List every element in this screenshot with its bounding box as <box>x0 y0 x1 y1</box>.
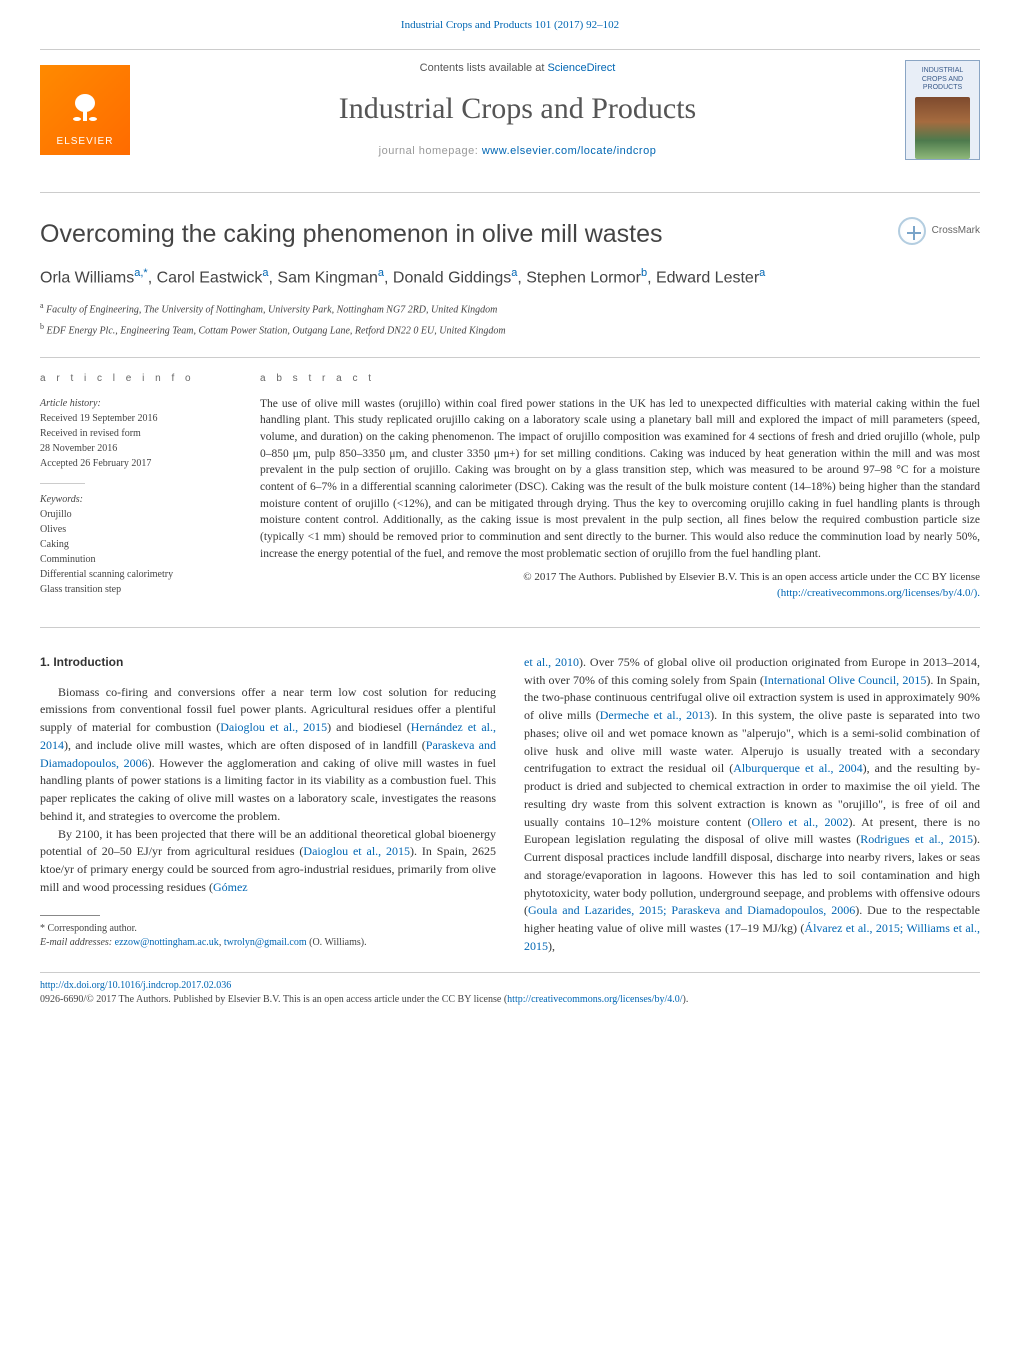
keyword: Glass transition step <box>40 582 240 597</box>
info-divider <box>40 483 85 484</box>
homepage-prefix: journal homepage: <box>379 145 482 157</box>
article-info-heading: a r t i c l e i n f o <box>40 372 240 386</box>
email-line: E-mail addresses: ezzow@nottingham.ac.uk… <box>40 936 496 950</box>
history-line: Accepted 26 February 2017 <box>40 456 240 471</box>
journal-banner: ELSEVIER Contents lists available at Sci… <box>40 49 980 170</box>
doi-link[interactable]: http://dx.doi.org/10.1016/j.indcrop.2017… <box>40 980 231 991</box>
abstract-heading: a b s t r a c t <box>260 372 980 386</box>
history-line: 28 November 2016 <box>40 441 240 456</box>
issn-copyright-line: 0926-6690/© 2017 The Authors. Published … <box>40 993 980 1007</box>
journal-name: Industrial Crops and Products <box>150 88 885 130</box>
crossmark-badge[interactable]: CrossMark <box>898 217 980 245</box>
publisher-logo-text: ELSEVIER <box>57 135 114 149</box>
cover-title: INDUSTRIAL CROPS AND PRODUCTS <box>906 67 979 92</box>
keywords-label: Keywords: <box>40 492 240 507</box>
page-footer: http://dx.doi.org/10.1016/j.indcrop.2017… <box>40 972 980 1007</box>
copyright-text: © 2017 The Authors. Published by Elsevie… <box>523 571 980 583</box>
running-head-link[interactable]: Industrial Crops and Products 101 (2017)… <box>401 19 619 31</box>
email-link[interactable]: twrolyn@gmail.com <box>224 937 307 948</box>
affiliation-a: a Faculty of Engineering, The University… <box>40 300 980 317</box>
banner-center: Contents lists available at ScienceDirec… <box>130 61 905 160</box>
keywords-block: Keywords: Orujillo Olives Caking Comminu… <box>40 492 240 597</box>
email-link[interactable]: ezzow@nottingham.ac.uk <box>115 937 219 948</box>
contents-lists-line: Contents lists available at ScienceDirec… <box>150 61 885 76</box>
body-paragraph: Biomass co-firing and conversions offer … <box>40 684 496 826</box>
footer-license-link[interactable]: http://creativecommons.org/licenses/by/4… <box>507 994 682 1005</box>
abstract-copyright: © 2017 The Authors. Published by Elsevie… <box>260 570 980 601</box>
license-link[interactable]: (http://creativecommons.org/licenses/by/… <box>777 587 980 599</box>
crossmark-label: CrossMark <box>932 224 980 238</box>
keyword: Orujillo <box>40 507 240 522</box>
running-head: Industrial Crops and Products 101 (2017)… <box>0 0 1020 39</box>
keyword: Comminution <box>40 552 240 567</box>
history-label: Article history: <box>40 396 240 411</box>
sciencedirect-link[interactable]: ScienceDirect <box>547 62 615 74</box>
authors-line: Orla Williamsa,*, Carol Eastwicka, Sam K… <box>40 266 980 290</box>
body-paragraph: et al., 2010). Over 75% of global olive … <box>524 654 980 956</box>
body-column-right: et al., 2010). Over 75% of global olive … <box>524 654 980 956</box>
article-title: Overcoming the caking phenomenon in oliv… <box>40 217 980 252</box>
body-two-columns: 1. Introduction Biomass co-firing and co… <box>40 654 980 956</box>
article-info-column: a r t i c l e i n f o Article history: R… <box>40 372 260 609</box>
section-heading-intro: 1. Introduction <box>40 654 496 672</box>
corresponding-label: * Corresponding author. <box>40 922 496 936</box>
contents-prefix: Contents lists available at <box>420 62 548 74</box>
title-block: CrossMark Overcoming the caking phenomen… <box>40 192 980 338</box>
footnote-separator <box>40 915 100 916</box>
keyword: Differential scanning calorimetry <box>40 567 240 582</box>
keyword: Caking <box>40 537 240 552</box>
abstract-column: a b s t r a c t The use of olive mill wa… <box>260 372 980 609</box>
history-line: Received in revised form <box>40 426 240 441</box>
journal-cover-thumbnail: INDUSTRIAL CROPS AND PRODUCTS <box>905 60 980 160</box>
affiliation-b: b EDF Energy Plc., Engineering Team, Cot… <box>40 321 980 338</box>
info-abstract-row: a r t i c l e i n f o Article history: R… <box>40 357 980 628</box>
homepage-line: journal homepage: www.elsevier.com/locat… <box>150 144 885 159</box>
history-line: Received 19 September 2016 <box>40 411 240 426</box>
cover-image-icon <box>915 97 970 160</box>
elsevier-tree-icon <box>65 89 105 129</box>
crossmark-icon <box>898 217 926 245</box>
publisher-logo: ELSEVIER <box>40 65 130 155</box>
body-column-left: 1. Introduction Biomass co-firing and co… <box>40 654 496 956</box>
article-history-block: Article history: Received 19 September 2… <box>40 396 240 471</box>
corresponding-author-footnote: * Corresponding author. E-mail addresses… <box>40 922 496 950</box>
body-paragraph: By 2100, it has been projected that ther… <box>40 826 496 897</box>
keyword: Olives <box>40 522 240 537</box>
homepage-link[interactable]: www.elsevier.com/locate/indcrop <box>482 145 656 157</box>
abstract-body: The use of olive mill wastes (orujillo) … <box>260 396 980 563</box>
